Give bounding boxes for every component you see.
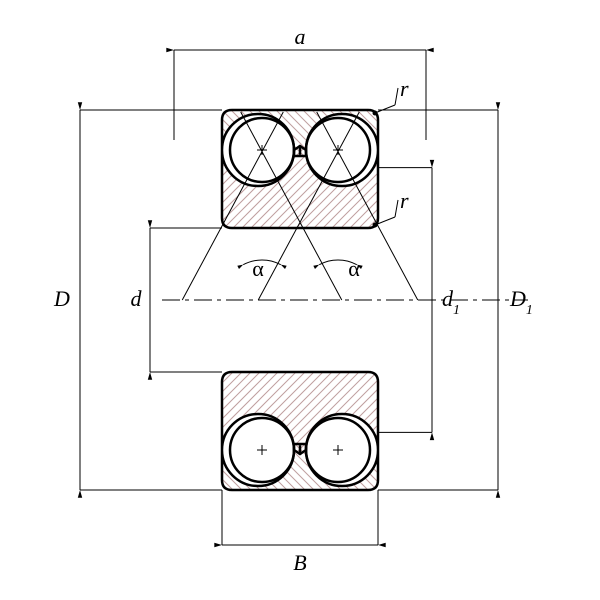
label-d1: d1 (442, 286, 460, 318)
label-r: r (400, 76, 409, 101)
label-D1: D1 (509, 286, 533, 318)
label-α: α (252, 256, 264, 281)
bearing-diagram: a r r α α Dd d1 D1 B (0, 0, 600, 600)
label-B: B (293, 550, 306, 575)
label-α: α (348, 256, 360, 281)
label-d: d (131, 286, 143, 311)
label-a: a (295, 24, 306, 49)
label-r: r (400, 188, 409, 213)
label-D: D (53, 286, 70, 311)
